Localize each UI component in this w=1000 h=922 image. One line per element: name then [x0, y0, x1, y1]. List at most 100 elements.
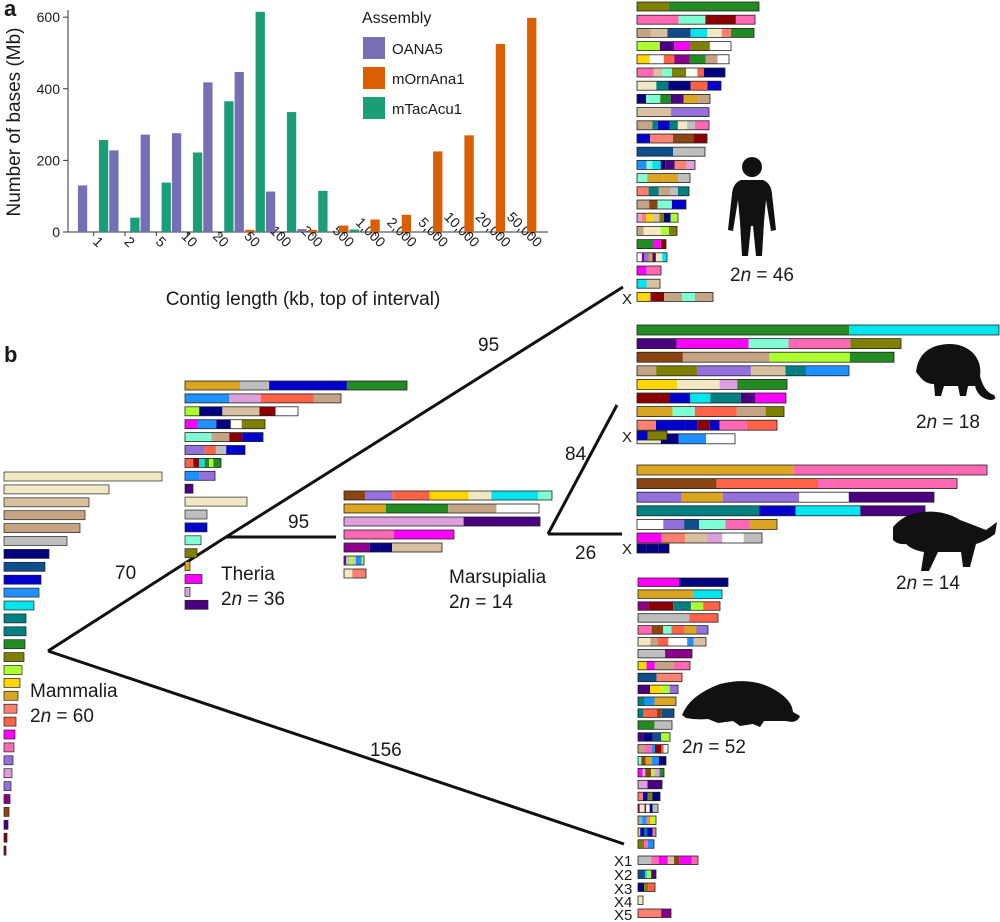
legend-label-mtacacu1: mTacAcu1	[392, 101, 462, 118]
bar-mtacacu1-500	[349, 229, 359, 232]
chromosome	[636, 365, 850, 377]
chromosome	[3, 690, 19, 701]
bar-mornana1-50000	[527, 17, 537, 233]
bar-mtacacu1-2	[130, 217, 140, 232]
x-tick-label: 50,000	[504, 209, 546, 251]
bar-mtacacu1-100	[286, 112, 297, 232]
chromosome	[3, 626, 27, 637]
chromosome	[637, 815, 657, 825]
chromosome	[636, 392, 787, 404]
chromosome	[343, 568, 367, 579]
bar-mtacacu1-20	[224, 101, 234, 232]
devil-x-label: X	[622, 541, 632, 558]
bar-oana5-1	[77, 185, 88, 232]
karyotype-platypus	[637, 577, 729, 918]
tasmanian-devil-silhouette-icon	[893, 511, 997, 571]
chromosome	[637, 839, 655, 849]
branch-label-devil: 26	[575, 543, 596, 564]
bar-oana5-10	[171, 133, 182, 232]
chromosome	[637, 696, 677, 706]
karyotype-theria	[184, 380, 408, 610]
chromosome	[636, 14, 756, 25]
chromosome	[636, 239, 667, 250]
chromosome	[3, 845, 7, 856]
branch-label-opossum: 84	[565, 444, 587, 465]
y-tick-label: 200	[37, 152, 61, 168]
branch-label-human: 95	[478, 335, 499, 356]
bar-oana5-2	[109, 150, 119, 232]
opossum-x-label: X	[622, 429, 632, 446]
bar-oana5-200	[297, 229, 307, 232]
chromosome	[184, 380, 408, 391]
chromosome	[636, 351, 895, 363]
chromosome	[636, 146, 706, 157]
x-tick-label: 1	[90, 233, 107, 250]
chromosome	[636, 338, 902, 350]
chromosome	[636, 41, 732, 51]
chromosome	[3, 574, 42, 585]
chromosome	[636, 430, 668, 441]
branch-label-marsupialia: 95	[288, 512, 309, 533]
chromosome	[3, 716, 17, 727]
node-name-marsupialia: Marsupialia	[449, 567, 547, 588]
chromosome	[184, 599, 209, 610]
chromosome	[3, 600, 35, 611]
chromosome	[636, 419, 778, 431]
chromosome	[637, 708, 675, 718]
chromosome	[184, 419, 266, 430]
y-ticks: 0 200 400 600	[37, 9, 68, 240]
chromosome	[637, 601, 721, 611]
platypus-x1-label: X1	[614, 853, 632, 870]
chromosome	[636, 67, 726, 78]
chromosome	[636, 464, 988, 476]
chromosome	[184, 406, 299, 417]
chromosome	[184, 445, 246, 455]
chromosome	[637, 908, 672, 918]
chromosome	[636, 291, 714, 302]
species-count-human: 2n = 46	[730, 265, 794, 286]
chromosome	[636, 519, 778, 530]
chromosome	[3, 561, 46, 572]
chromosome	[637, 720, 673, 730]
bar-mornana1-10000	[464, 135, 474, 232]
chromosome	[637, 613, 719, 623]
chromosome	[3, 652, 25, 662]
chromosome	[637, 895, 644, 905]
chromosome	[184, 432, 264, 443]
chromosome	[636, 505, 926, 517]
chromosome	[637, 577, 729, 587]
chromosome	[636, 252, 668, 263]
bar-mornana1-500	[339, 225, 349, 232]
chromosome	[636, 94, 711, 104]
bar-mornana1-5000	[433, 151, 443, 232]
bar-oana5-5	[140, 134, 150, 232]
human-silhouette-icon	[728, 157, 776, 256]
platypus-x3-label: X3	[614, 881, 632, 898]
chromosome	[3, 807, 10, 817]
chart-legend: Assembly OANA5 mOrnAna1 mTacAcu1	[362, 10, 465, 119]
opossum-silhouette-icon	[916, 344, 996, 400]
chromosome	[343, 503, 540, 514]
chromosome	[636, 491, 935, 503]
chromosome	[637, 649, 693, 659]
chromosome	[343, 542, 443, 553]
chromosome	[637, 756, 667, 766]
bar-mtacacu1-50	[255, 11, 265, 232]
chromosome	[636, 54, 730, 65]
chromosome	[637, 637, 707, 647]
platypus-silhouette-icon	[682, 681, 800, 727]
chromosome	[184, 483, 194, 494]
chromosome	[343, 529, 455, 540]
chromosome	[3, 639, 26, 650]
chromosome	[3, 536, 68, 546]
chromosome	[637, 672, 683, 683]
chromosome	[636, 80, 722, 91]
contig-length-bar-chart: Number of bases (Mb) Contig length (kb, …	[4, 9, 548, 310]
chromosome	[3, 613, 27, 624]
chromosome	[184, 470, 216, 481]
legend-title: Assembly	[362, 10, 431, 27]
chromosome	[343, 490, 553, 501]
chromosome	[636, 543, 670, 554]
bar-oana5-50	[234, 71, 244, 232]
bar-mtacacu1-5	[161, 182, 171, 232]
